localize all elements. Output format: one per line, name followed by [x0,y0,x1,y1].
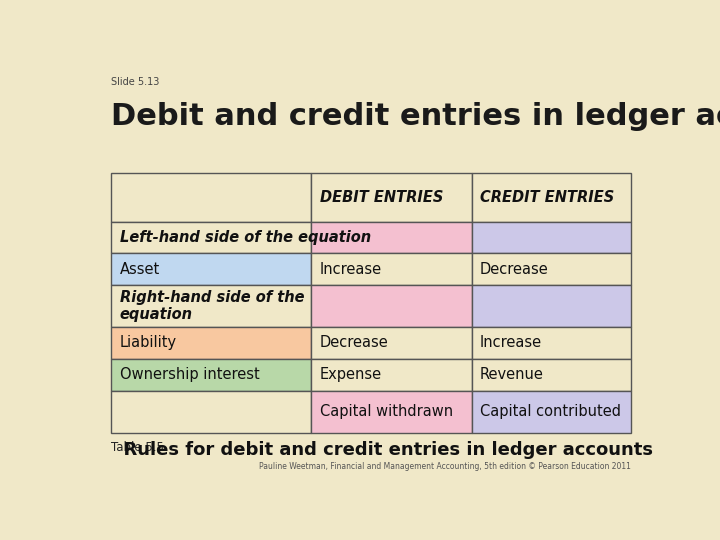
Bar [111,285,312,327]
Bar [472,221,631,253]
Bar [472,173,631,221]
Text: Rules for debit and credit entries in ledger accounts: Rules for debit and credit entries in le… [111,441,653,459]
Bar [312,390,472,433]
Text: Table 5.5: Table 5.5 [111,441,164,454]
Text: Revenue: Revenue [480,367,544,382]
Text: Liability: Liability [120,335,176,350]
Bar [111,253,312,285]
Text: Capital contributed: Capital contributed [480,404,621,419]
Text: Expense: Expense [320,367,382,382]
Text: Decrease: Decrease [480,261,549,276]
Text: Left-hand side of the equation: Left-hand side of the equation [120,230,371,245]
Text: Slide 5.13: Slide 5.13 [111,77,160,87]
Bar [312,253,472,285]
Bar [312,359,472,390]
Text: Pauline Weetman, Financial and Management Accounting, 5th edition © Pearson Educ: Pauline Weetman, Financial and Managemen… [259,462,631,471]
Bar [312,285,472,327]
Text: Asset: Asset [120,261,160,276]
Bar [472,327,631,359]
Text: Ownership interest: Ownership interest [120,367,259,382]
Bar [111,173,312,221]
Bar [111,221,312,253]
Text: Increase: Increase [320,261,382,276]
Text: CREDIT ENTRIES: CREDIT ENTRIES [480,190,614,205]
Text: DEBIT ENTRIES: DEBIT ENTRIES [320,190,444,205]
Bar [472,390,631,433]
Bar [111,327,312,359]
Bar [111,390,312,433]
Text: Capital withdrawn: Capital withdrawn [320,404,453,419]
Bar [312,221,472,253]
Text: Decrease: Decrease [320,335,389,350]
Bar [472,285,631,327]
Text: Right-hand side of the
equation: Right-hand side of the equation [120,290,304,322]
Text: Increase: Increase [480,335,542,350]
Bar [472,253,631,285]
Bar [111,359,312,390]
Bar [312,327,472,359]
Bar [472,359,631,390]
Bar [312,173,472,221]
Text: Debit and credit entries in ledger accounts: Debit and credit entries in ledger accou… [111,102,720,131]
